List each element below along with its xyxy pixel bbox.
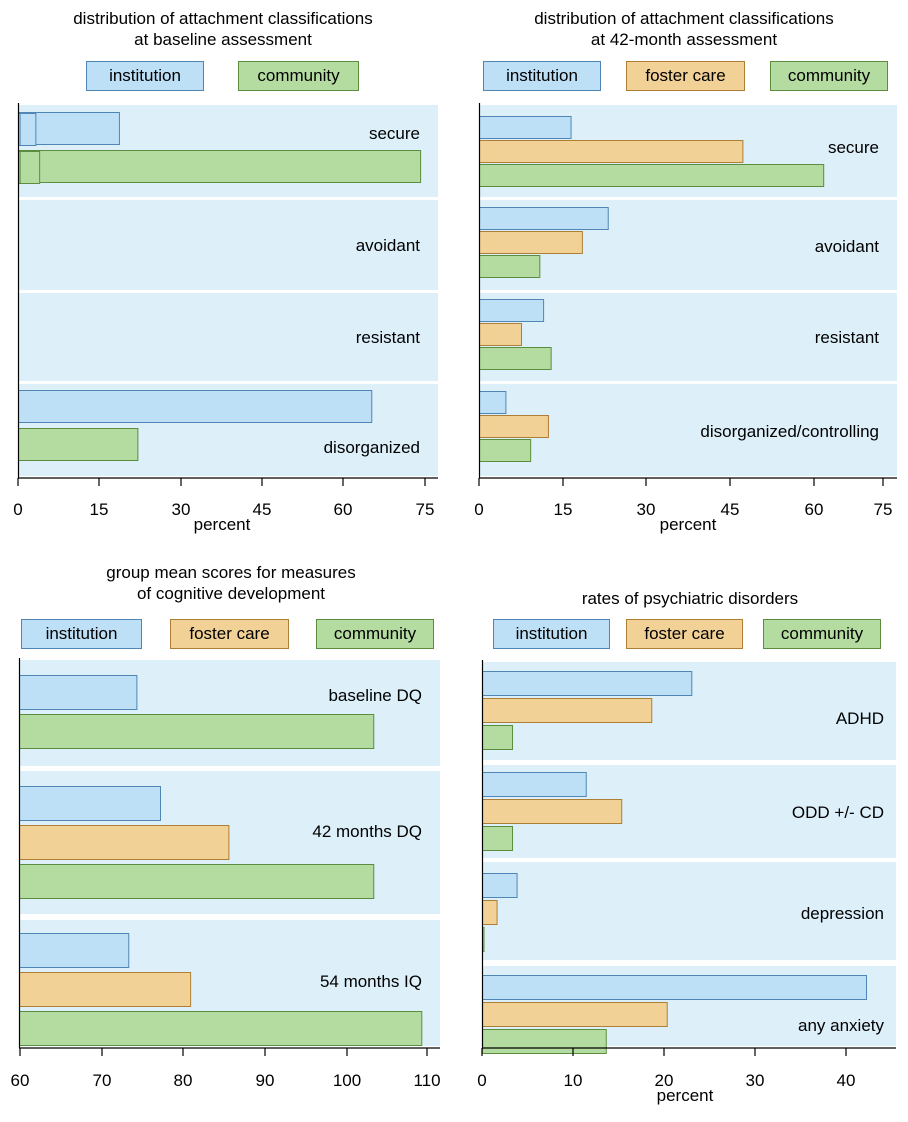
bar-community-baseline-dq	[19, 714, 375, 749]
x-tick-label: 30	[637, 500, 656, 519]
x-tick-label: 75	[416, 500, 435, 519]
x-tick-label: 15	[90, 500, 109, 519]
legend-community: community	[770, 61, 888, 91]
bar-foster-care-depression	[482, 900, 498, 925]
category-label: depression	[801, 904, 884, 923]
chart-title-line: distribution of attachment classificatio…	[534, 9, 834, 28]
bar-institution-any-anxiety	[482, 975, 868, 1000]
chart-title-line: of cognitive development	[136, 584, 326, 603]
legend-institution: institution	[21, 619, 142, 649]
bar-community-42-months-dq	[19, 864, 375, 899]
x-tick-label: 30	[746, 1071, 765, 1090]
category-band-depression	[482, 862, 896, 960]
bar-community-adhd	[482, 725, 514, 750]
bar-institution-adhd	[482, 671, 693, 696]
x-tick-label: 90	[256, 1071, 275, 1090]
x-tick-label: 60	[334, 500, 353, 519]
x-tick-label: 20	[655, 1071, 674, 1090]
legend-foster-care: foster care	[626, 619, 743, 649]
chart-title-line: distribution of attachment classificatio…	[73, 9, 373, 28]
bar-foster-care-adhd	[482, 698, 653, 723]
x-tick-label: 0	[474, 500, 483, 519]
x-tick-label: 45	[253, 500, 272, 519]
legend-community: community	[238, 61, 359, 91]
bar-institution-disorganized	[18, 390, 373, 423]
category-label: 54 months IQ	[320, 972, 422, 991]
category-label: avoidant	[356, 236, 421, 255]
category-label: disorganized	[324, 438, 420, 457]
chart-title: group mean scores for measures of cogniti…	[1, 562, 461, 604]
x-axis-label: percent	[657, 1086, 714, 1105]
category-label: ADHD	[836, 709, 884, 728]
category-label: avoidant	[815, 237, 880, 256]
category-label: any anxiety	[798, 1016, 884, 1035]
x-tick-label: 10	[564, 1071, 583, 1090]
bar-foster-care-42-months-dq	[19, 825, 230, 860]
bar-foster-care-any-anxiety	[482, 1002, 668, 1027]
x-tick-label: 0	[13, 500, 22, 519]
category-label: disorganized/controlling	[700, 422, 879, 441]
x-tick-label: 75	[874, 500, 893, 519]
bar-foster-care-54-months-iq	[19, 972, 192, 1007]
x-tick-label: 15	[554, 500, 573, 519]
bar-community-any-anxiety	[482, 1029, 607, 1054]
category-label: baseline DQ	[328, 686, 422, 705]
category-label: resistant	[815, 328, 880, 347]
x-tick-label: 60	[11, 1071, 30, 1090]
x-tick-label: 110	[413, 1071, 440, 1090]
bar-institution-42-months-dq	[19, 786, 162, 821]
legend-institution: institution	[86, 61, 204, 91]
category-band-avoidant	[18, 200, 438, 290]
chart-title-line: group mean scores for measures	[106, 563, 356, 582]
x-tick-label: 100	[333, 1071, 361, 1090]
x-tick-label: 30	[172, 500, 191, 519]
category-label: 42 months DQ	[312, 822, 422, 841]
chart-title-line: at 42-month assessment	[590, 30, 778, 49]
category-label: ODD +/- CD	[792, 803, 884, 822]
chart-title: distribution of attachment classificatio…	[0, 8, 453, 50]
x-tick-label: 45	[721, 500, 740, 519]
legend-foster-care: foster care	[170, 619, 289, 649]
category-label: secure	[369, 124, 420, 143]
legend-institution: institution	[493, 619, 610, 649]
chart-title-line: at baseline assessment	[134, 30, 312, 49]
x-tick-label: 70	[93, 1071, 112, 1090]
x-tick-label: 0	[477, 1071, 486, 1090]
bar-community-odd-cd	[482, 826, 514, 851]
category-band-resistant	[18, 293, 438, 381]
x-tick-label: 60	[805, 500, 824, 519]
x-tick-label: 80	[174, 1071, 193, 1090]
legend-institution: institution	[483, 61, 601, 91]
x-tick-label: 40	[837, 1071, 856, 1090]
x-axis-label: percent	[660, 515, 717, 534]
legend-community: community	[316, 619, 434, 649]
chart-title: distribution of attachment classificatio…	[454, 8, 908, 50]
chart-title-line: rates of psychiatric disorders	[581, 589, 799, 608]
legend-community: community	[763, 619, 881, 649]
bar-institution-depression	[482, 873, 518, 898]
chart-title: rates of psychiatric disorders	[460, 588, 908, 609]
x-axis-label: percent	[194, 515, 251, 534]
bar-institution-baseline-dq	[19, 675, 138, 710]
bar-community-disorganized	[18, 428, 139, 461]
category-label: secure	[828, 138, 879, 157]
bar-institution-odd-cd	[482, 772, 587, 797]
legend-foster-care: foster care	[626, 61, 745, 91]
category-label: resistant	[356, 328, 421, 347]
bar-foster-care-odd-cd	[482, 799, 623, 824]
bar-community-54-months-iq	[19, 1011, 423, 1046]
